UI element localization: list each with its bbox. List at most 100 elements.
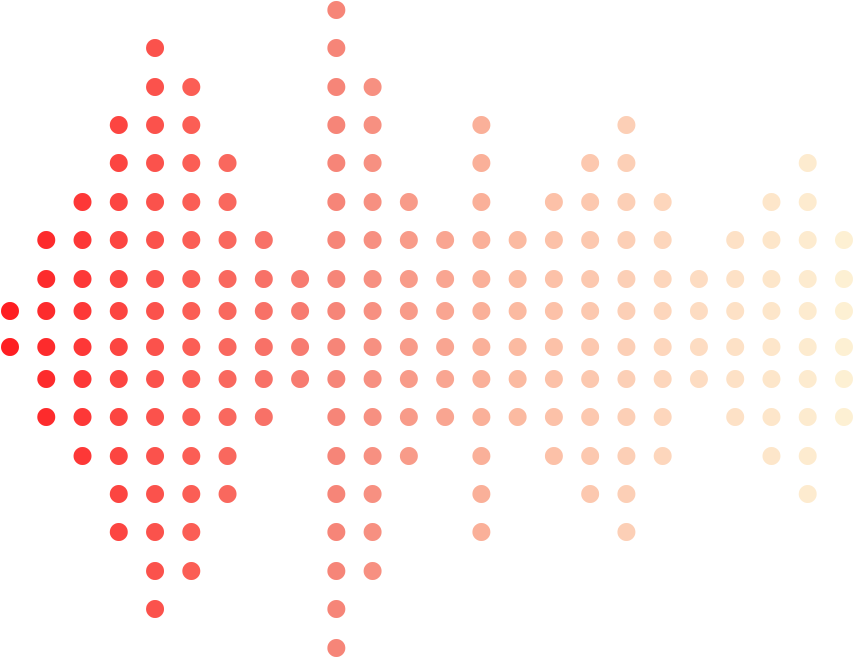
dot: [182, 270, 201, 288]
dot: [363, 447, 382, 465]
dot: [726, 270, 745, 288]
dot: [218, 154, 237, 172]
dot: [617, 231, 636, 249]
dot: [109, 338, 128, 356]
dot: [109, 116, 128, 134]
dot: [689, 338, 708, 356]
dot-column: [73, 193, 92, 465]
dot: [798, 408, 817, 426]
dot: [798, 193, 817, 211]
dot: [581, 447, 600, 465]
dot-column: [689, 270, 708, 388]
dot: [109, 231, 128, 249]
dot: [363, 154, 382, 172]
dot: [617, 485, 636, 503]
dot: [798, 270, 817, 288]
dot: [327, 485, 346, 503]
dot: [436, 302, 455, 320]
dot: [327, 270, 346, 288]
dot-column: [617, 116, 636, 541]
dot: [472, 485, 491, 503]
dot: [436, 270, 455, 288]
dot: [617, 270, 636, 288]
dot: [109, 370, 128, 388]
dot: [581, 408, 600, 426]
dot: [218, 447, 237, 465]
dot: [291, 370, 310, 388]
dot: [1, 302, 19, 320]
dot: [762, 231, 781, 249]
dot: [399, 302, 418, 320]
dot: [363, 270, 382, 288]
dot: [327, 39, 346, 57]
dot: [544, 302, 563, 320]
dot: [146, 270, 165, 288]
dot: [544, 270, 563, 288]
dot: [762, 447, 781, 465]
dot: [363, 78, 382, 96]
dot: [508, 408, 527, 426]
dot-column: [653, 193, 672, 465]
dot: [254, 370, 273, 388]
dot: [581, 270, 600, 288]
dot: [472, 154, 491, 172]
dot: [834, 338, 853, 356]
dot-column: [581, 154, 600, 503]
dot: [762, 408, 781, 426]
dot: [508, 370, 527, 388]
dot: [363, 193, 382, 211]
dot: [472, 408, 491, 426]
dot-column: [544, 193, 563, 465]
dot-column: [798, 154, 817, 503]
dot-column: [146, 39, 165, 618]
dot: [762, 302, 781, 320]
dot-column: [1, 302, 19, 356]
dot-column: [472, 116, 491, 541]
dot: [37, 270, 56, 288]
dot: [327, 408, 346, 426]
dot: [182, 193, 201, 211]
dot: [327, 231, 346, 249]
dot: [146, 562, 165, 580]
dot: [146, 370, 165, 388]
dot: [508, 270, 527, 288]
dot: [653, 302, 672, 320]
dot: [146, 39, 165, 57]
dot: [363, 231, 382, 249]
dot: [653, 231, 672, 249]
dot: [798, 231, 817, 249]
dot: [653, 338, 672, 356]
dot: [109, 523, 128, 541]
dot: [327, 370, 346, 388]
dot: [218, 370, 237, 388]
dot: [363, 485, 382, 503]
dot: [472, 447, 491, 465]
dot-column: [399, 193, 418, 465]
dot: [327, 78, 346, 96]
dot: [834, 302, 853, 320]
dot: [726, 370, 745, 388]
dot: [109, 485, 128, 503]
dot: [73, 447, 92, 465]
dot: [109, 302, 128, 320]
dot: [182, 78, 201, 96]
dot: [327, 523, 346, 541]
dot: [581, 231, 600, 249]
dot: [73, 302, 92, 320]
dot: [617, 408, 636, 426]
dot: [834, 408, 853, 426]
dot: [689, 302, 708, 320]
dot: [146, 116, 165, 134]
dot: [472, 370, 491, 388]
dot: [617, 338, 636, 356]
dot: [327, 600, 346, 618]
dot: [291, 302, 310, 320]
dot: [327, 116, 346, 134]
dot: [182, 231, 201, 249]
dot: [472, 116, 491, 134]
dot: [109, 408, 128, 426]
dot: [544, 408, 563, 426]
dot: [581, 370, 600, 388]
dot: [581, 485, 600, 503]
